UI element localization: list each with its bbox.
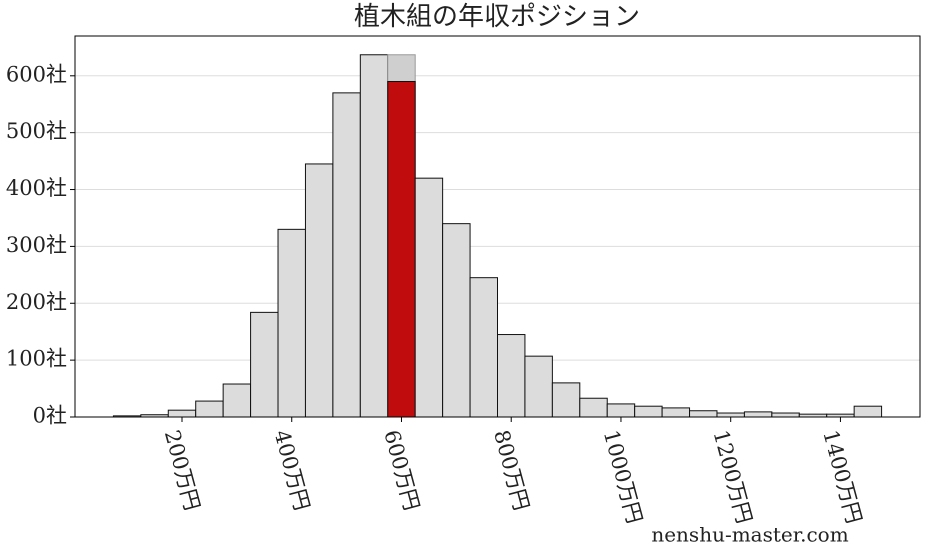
- bar: [551, 382, 581, 418]
- bar: [524, 355, 553, 418]
- y-tick-label: 500社: [6, 119, 67, 143]
- bar: [661, 407, 691, 418]
- bar: [167, 409, 197, 418]
- bar: [716, 412, 745, 418]
- bar: [332, 92, 361, 418]
- x-tick-label: 1200万円: [709, 428, 757, 526]
- bar: [743, 411, 773, 418]
- y-tick-label: 0社: [33, 404, 67, 428]
- bar: [689, 410, 718, 418]
- bar: [606, 403, 636, 418]
- x-tick-label: 1000万円: [599, 428, 647, 526]
- bar: [579, 397, 608, 418]
- bar: [387, 80, 416, 418]
- bar: [250, 311, 279, 418]
- y-tick-label: 200社: [6, 290, 67, 314]
- x-tick-label: 600万円: [379, 428, 423, 514]
- bar: [853, 405, 883, 418]
- y-tick-label: 400社: [6, 176, 67, 200]
- y-tick-label: 100社: [6, 347, 67, 371]
- x-tick-label: 1400万円: [818, 428, 866, 526]
- y-tick-label: 300社: [6, 233, 67, 257]
- bar: [277, 228, 306, 418]
- x-tick-label: 800万円: [489, 428, 533, 514]
- bar: [414, 177, 444, 418]
- chart-title: 植木組の年収ポジション: [354, 2, 640, 32]
- x-tick-label: 200万円: [160, 428, 204, 514]
- plot-frame: [74, 35, 921, 418]
- x-tick-label: 400万円: [270, 428, 314, 514]
- bar: [304, 163, 334, 418]
- y-tick-label: 600社: [6, 62, 67, 86]
- bar: [771, 412, 800, 418]
- bar: [497, 334, 526, 418]
- bar: [195, 400, 224, 418]
- bar: [469, 277, 499, 418]
- bar: [222, 383, 252, 418]
- bar: [442, 223, 471, 418]
- bar: [634, 405, 663, 418]
- watermark: nenshu-master.com: [651, 523, 848, 547]
- bar: [359, 54, 389, 418]
